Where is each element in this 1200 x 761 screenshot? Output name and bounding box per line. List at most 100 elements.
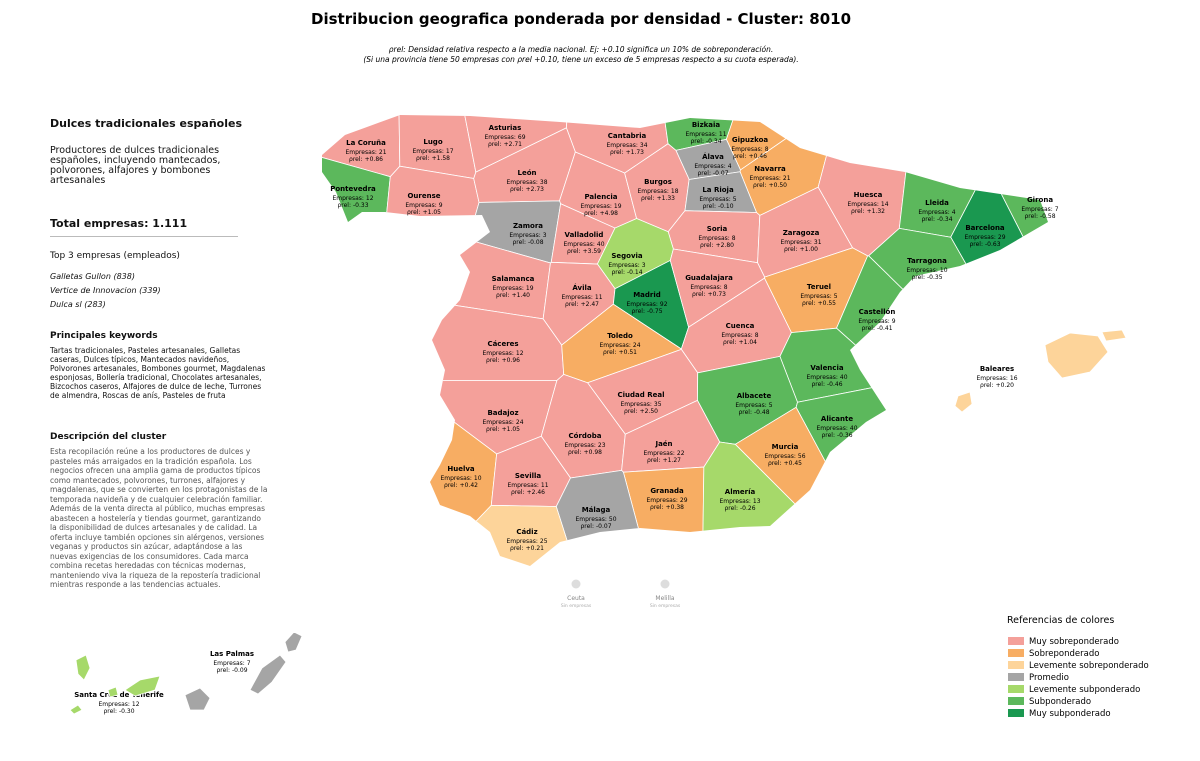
companies-count: 11 xyxy=(595,294,603,301)
province-companies: Empresas: 7 xyxy=(213,660,250,667)
summary: Productores de dulces tradicionales espa… xyxy=(50,145,221,186)
description-title: Descripción del cluster xyxy=(50,432,167,442)
rho-label: -0.48 xyxy=(754,409,770,416)
province-rho: ρrel: +0.86 xyxy=(349,156,383,163)
province-companies: Empresas: 34 xyxy=(606,142,647,149)
province-name: Guadalajara xyxy=(685,274,733,282)
companies-count: 29 xyxy=(680,497,688,504)
rho-prefix: ρrel: xyxy=(911,274,925,281)
province-rho: ρrel: +1.73 xyxy=(610,149,644,156)
province-name: Zamora xyxy=(513,222,543,230)
companies-prefix: Empresas: xyxy=(561,294,592,301)
companies-prefix: Empresas: xyxy=(507,482,538,489)
province-rho: ρrel: -0.14 xyxy=(611,269,642,276)
rho-label: +0.73 xyxy=(708,291,727,298)
province-companies: Empresas: 9 xyxy=(858,318,895,325)
companies-prefix: Empresas: xyxy=(721,332,752,339)
companies-count: 4 xyxy=(952,209,956,216)
province-name: Córdoba xyxy=(569,432,602,440)
rho-prefix: ρrel: xyxy=(802,300,816,307)
province-name: Lugo xyxy=(423,138,442,146)
rho-prefix: ρrel: xyxy=(753,182,767,189)
province-companies: Empresas: 4 xyxy=(918,209,955,216)
province-name: Granada xyxy=(650,487,684,495)
province-companies: Empresas: 29 xyxy=(964,234,1005,241)
companies-count: 13 xyxy=(753,498,761,505)
companies-count: 56 xyxy=(798,453,806,460)
rho-label: +1.32 xyxy=(867,208,886,215)
province-rho: ρrel: +1.27 xyxy=(647,457,681,464)
province xyxy=(284,631,303,653)
province-rho: ρrel: +1.58 xyxy=(416,155,450,162)
province-companies: Empresas: 12 xyxy=(332,195,373,202)
province-name: Pontevedra xyxy=(330,185,376,193)
province-rho: ρrel: +0.96 xyxy=(486,357,520,364)
rho-prefix: ρrel: xyxy=(565,301,579,308)
rho-label: -0.07 xyxy=(596,523,612,530)
rho-label: +1.73 xyxy=(626,149,645,156)
province-rho: ρrel: +2.73 xyxy=(510,186,544,193)
province-rho: ρrel: +0.55 xyxy=(802,300,836,307)
companies-count: 18 xyxy=(671,188,679,195)
companies-count: 5 xyxy=(769,402,773,409)
rho-label: +2.71 xyxy=(504,141,523,148)
province-rho: ρrel: +2.50 xyxy=(624,408,658,415)
rho-label: +0.42 xyxy=(460,482,479,489)
companies-count: 35 xyxy=(654,401,662,408)
province-name: La Coruña xyxy=(346,139,386,147)
rho-label: -0.34 xyxy=(706,138,722,145)
province-name: Las Palmas xyxy=(210,650,254,658)
rho-label: +0.96 xyxy=(502,357,521,364)
rho-label: +0.46 xyxy=(749,153,768,160)
province-rho: ρrel: -0.46 xyxy=(811,381,842,388)
rho-prefix: ρrel: xyxy=(784,246,798,253)
companies-prefix: Empresas: xyxy=(643,450,674,457)
companies-prefix: Empresas: xyxy=(698,235,729,242)
rho-prefix: ρrel: xyxy=(511,489,525,496)
rho-label: +1.00 xyxy=(800,246,819,253)
province-rho: ρrel: +2.80 xyxy=(700,242,734,249)
province-name: Soria xyxy=(707,225,728,233)
province-rho: ρrel: -0.07 xyxy=(580,523,611,530)
companies-count: 24 xyxy=(516,419,524,426)
companies-count: 21 xyxy=(379,149,387,156)
province-rho: ρrel: +2.46 xyxy=(511,489,545,496)
legend-label: Levemente sobreponderado xyxy=(1029,661,1149,671)
rho-prefix: ρrel: xyxy=(568,449,582,456)
province-rho: ρrel: +1.32 xyxy=(851,208,885,215)
empty-region xyxy=(660,579,670,589)
companies-count: 8 xyxy=(765,146,769,153)
rho-prefix: ρrel: xyxy=(216,667,230,674)
province-rho: ρrel: -0.35 xyxy=(911,274,942,281)
province-name: Valladolid xyxy=(565,231,604,239)
companies-prefix: Empresas: xyxy=(564,442,595,449)
province-companies: Empresas: 12 xyxy=(98,701,139,708)
province-rho: ρrel: +0.20 xyxy=(980,382,1014,389)
province-name: Alicante xyxy=(821,415,853,423)
companies-prefix: Empresas: xyxy=(482,419,513,426)
province xyxy=(622,466,705,566)
rho-prefix: ρrel: xyxy=(103,708,117,715)
companies-prefix: Empresas: xyxy=(918,209,949,216)
rho-label: +1.33 xyxy=(657,195,676,202)
province-rho: ρrel: +0.21 xyxy=(510,545,544,552)
rho-prefix: ρrel: xyxy=(416,155,430,162)
rho-prefix: ρrel: xyxy=(733,153,747,160)
province-rho: ρrel: +0.73 xyxy=(692,291,726,298)
rho-label: +1.04 xyxy=(739,339,758,346)
rho-prefix: ρrel: xyxy=(610,149,624,156)
companies-prefix: Empresas: xyxy=(345,149,376,156)
province-companies: Empresas: 50 xyxy=(575,516,616,523)
companies-prefix: Empresas: xyxy=(575,516,606,523)
companies-count: 38 xyxy=(540,179,548,186)
rho-label: -0.08 xyxy=(528,239,544,246)
companies-count: 25 xyxy=(540,538,548,545)
companies-prefix: Empresas: xyxy=(637,188,668,195)
province-rho: ρrel: +0.45 xyxy=(768,460,802,467)
legend-label: Sobreponderado xyxy=(1029,649,1099,659)
province-rho: ρrel: -0.07 xyxy=(697,170,728,177)
province-rho: ρrel: +2.71 xyxy=(488,141,522,148)
rho-label: -0.36 xyxy=(837,432,853,439)
companies-count: 22 xyxy=(677,450,685,457)
rho-label: +1.05 xyxy=(502,426,521,433)
